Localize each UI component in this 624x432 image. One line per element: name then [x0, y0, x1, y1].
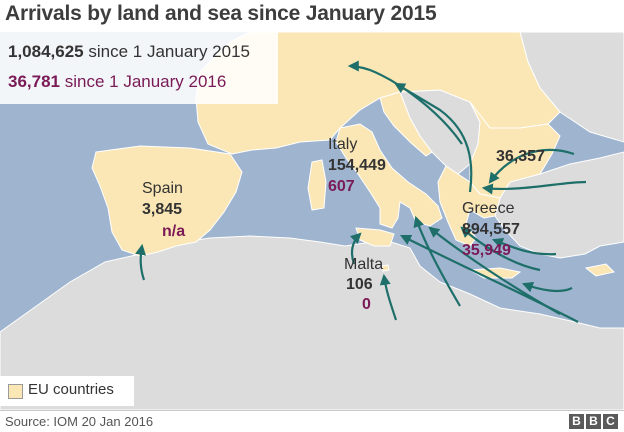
eu-countries-swatch: [8, 384, 23, 399]
route-arrow-algeria: [349, 232, 362, 265]
bbc-logo-letter: B: [586, 414, 601, 429]
italy-arrivals-2015: 154,449: [328, 157, 386, 174]
bbc-logo-letter: C: [603, 414, 618, 429]
stat-since-2015: 1,084,625 since 1 January 2015: [8, 42, 250, 61]
route-arrow-turkey-bulgaria: [488, 148, 575, 184]
greece-label: Greece: [462, 200, 515, 217]
spain-arrivals-2016: n/a: [162, 223, 186, 240]
route-arrow-aegean: [481, 180, 587, 195]
spain-label: Spain: [142, 180, 183, 197]
greece-arrivals-2015: 894,557: [462, 221, 520, 238]
footer-divider: [0, 410, 624, 411]
iberia-land: [91, 145, 243, 257]
route-arrow-aegean-2: [491, 237, 557, 256]
source-note: Source: IOM 20 Jan 2016: [5, 414, 154, 429]
legend-label: EU countries: [28, 381, 114, 398]
route-arrow-balkans-2: [394, 82, 473, 193]
stat-since-2016: 36,781 since 1 January 2016: [8, 72, 227, 91]
italy-arrivals-2016: 607: [328, 178, 355, 195]
malta-arrivals-2016: 0: [362, 296, 371, 313]
route-arrow-libya-italy: [413, 215, 461, 307]
route-arrow-east-med: [521, 281, 573, 293]
route-arrow-morocco-spain: [135, 243, 146, 281]
greece-arrivals-2016: 35,949: [462, 242, 511, 259]
map-svg: [0, 32, 624, 410]
turkey-land: [494, 151, 624, 259]
italy-land: [335, 123, 443, 229]
malta-land: [381, 264, 390, 272]
italy-label: Italy: [328, 136, 358, 153]
route-arrow-egypt-2: [400, 235, 579, 323]
route-arrow-balkans: [347, 60, 463, 145]
spain-arrivals-2015: 3,845: [142, 201, 183, 218]
greece-land: [437, 165, 501, 247]
bulgaria-arrivals-2015: 36,357: [496, 148, 545, 165]
migration-routes: [135, 60, 587, 323]
bbc-logo-letter: B: [569, 414, 584, 429]
route-arrow-aegean-3: [460, 226, 541, 272]
cyprus-land: [584, 263, 615, 277]
chart-title: Arrivals by land and sea since January 2…: [5, 2, 437, 25]
route-arrow-tunisia: [379, 273, 398, 321]
stats-box: 1,084,625 since 1 January 2015 36,781 si…: [0, 32, 278, 104]
malta-label: Malta: [344, 256, 384, 273]
malta-arrivals-2015: 106: [346, 276, 373, 293]
bbc-logo: B B C: [569, 414, 618, 429]
croatia-land: [379, 91, 433, 157]
legend: EU countries: [0, 376, 134, 406]
sardinia-land: [307, 159, 327, 211]
map: [0, 32, 624, 410]
